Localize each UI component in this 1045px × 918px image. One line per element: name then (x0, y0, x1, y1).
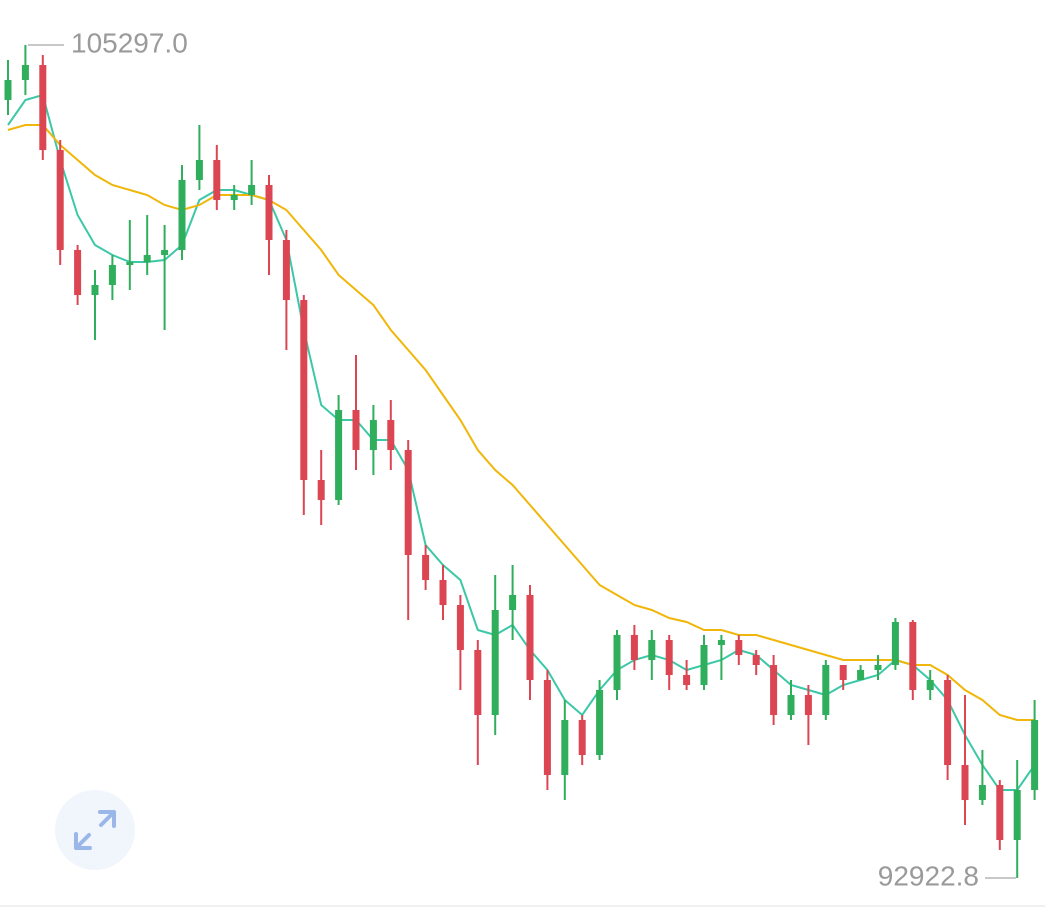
candle-body (526, 594, 534, 681)
candle-body (1013, 790, 1021, 841)
candle-body (509, 594, 517, 610)
candle-body (143, 255, 151, 263)
candle-body (108, 264, 116, 285)
candle-body (161, 249, 169, 256)
candle-body (74, 249, 82, 296)
candle-body (369, 420, 377, 450)
candle-body (561, 719, 569, 775)
candle-body (926, 680, 934, 690)
candle-body (248, 185, 256, 195)
candle-body (21, 64, 29, 81)
candle-body (39, 64, 47, 151)
candle-body (944, 680, 952, 766)
annotations: 105297.0 92922.8 (28, 27, 1016, 891)
candle-body (300, 299, 308, 481)
candle-body (56, 150, 64, 250)
candle-body (891, 621, 899, 665)
high-marker-label: 105297.0 (71, 27, 188, 58)
candle-body (543, 680, 551, 775)
candle-body (839, 664, 847, 681)
expand-button[interactable] (55, 790, 135, 870)
candle-body (387, 420, 395, 450)
candle-body (752, 655, 760, 665)
candle-body (909, 621, 917, 690)
candle-body (335, 409, 343, 500)
candle-body (578, 719, 586, 755)
candle-body (230, 194, 238, 201)
candle-body (613, 634, 621, 690)
candle-body (648, 640, 656, 661)
candle-body (195, 159, 203, 180)
candle-body (978, 785, 986, 801)
candle-body (1031, 719, 1039, 791)
candle-body (352, 409, 360, 450)
ma-line (7, 124, 1035, 721)
candle-body (474, 649, 482, 716)
candle-body (787, 695, 795, 716)
candle-body (317, 480, 325, 500)
candle-body (717, 640, 725, 646)
candle-body (91, 284, 99, 296)
candle-body (422, 554, 430, 580)
candle-body (4, 80, 12, 100)
candle-body (491, 609, 499, 716)
candle-body (439, 579, 447, 606)
candle-body (596, 689, 604, 755)
candle-body (804, 695, 812, 716)
candle-body (857, 669, 865, 681)
candle-body (178, 179, 186, 250)
candle-body (282, 240, 290, 300)
candle-body (404, 449, 412, 555)
candle-body (700, 645, 708, 685)
candle-body (874, 664, 882, 670)
candle-body (213, 159, 221, 201)
candle-body (822, 664, 830, 716)
candle-body (961, 765, 969, 801)
expand-icon[interactable] (74, 810, 116, 850)
candle-body (770, 664, 778, 716)
candle-body (996, 785, 1004, 841)
candle-body (630, 634, 638, 661)
candle-body (683, 675, 691, 685)
low-marker-label: 92922.8 (878, 860, 979, 891)
candle-body (735, 640, 743, 656)
candle-body (126, 262, 134, 265)
ma-line (7, 93, 1036, 791)
ma-lines (7, 93, 1036, 791)
candle-body (665, 640, 673, 676)
expand-button-bg[interactable] (55, 790, 135, 870)
candle-body (456, 605, 464, 650)
candle-body (265, 185, 273, 241)
candles (4, 45, 1039, 878)
